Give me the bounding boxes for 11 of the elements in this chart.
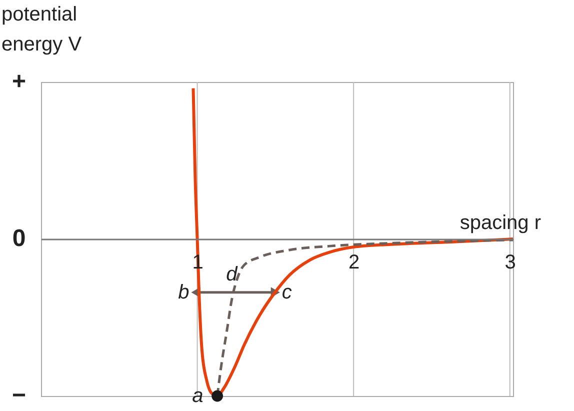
x-tick-label: 3 — [504, 252, 516, 274]
text: 0 — [12, 225, 26, 252]
x-tick-label: 2 — [348, 252, 360, 274]
x-axis-title: spacing r — [460, 212, 542, 234]
annotation: b — [178, 281, 190, 304]
annotation: d — [226, 263, 238, 286]
annotation: c — [282, 281, 292, 304]
annotation: a — [192, 385, 204, 407]
text: − — [12, 382, 26, 409]
y-axis-title: potential energy V — [2, 4, 82, 56]
text: + — [12, 68, 26, 95]
